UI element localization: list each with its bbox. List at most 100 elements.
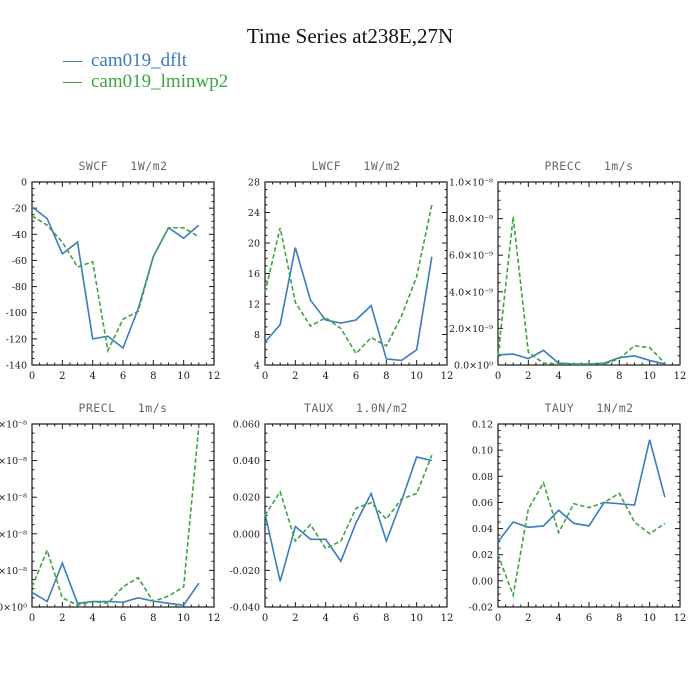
y-tick-label: 4 (254, 361, 260, 372)
x-tick-label: 12 (441, 371, 454, 382)
y-tick-label: 4.0×10⁻⁸ (0, 456, 27, 467)
x-tick-label: 2 (59, 371, 65, 382)
series-line-cam019_dflt (264, 247, 433, 362)
y-tick-label: -120 (6, 334, 27, 345)
y-tick-label: 0.0×10⁰ (0, 603, 27, 614)
x-tick-label: 2 (525, 613, 531, 624)
y-tick-label: 5.0×10⁻⁸ (0, 420, 27, 431)
x-tick-label: 4 (89, 613, 95, 624)
y-tick-label: 2.0×10⁻⁹ (449, 324, 493, 335)
x-tick-label: 6 (120, 613, 126, 624)
x-tick-label: 2 (292, 371, 298, 382)
tick-marks (264, 181, 448, 366)
chart-title-tauy: TAUY 1N/m2 (544, 401, 633, 415)
legend-item-cam019-dflt: — cam019_dflt (63, 50, 228, 71)
series-line-cam019_dflt (497, 349, 666, 365)
chart-svg-precl: PRECL 1m/s 0 2 4 6 8 10 12 5.0×10⁻⁸ 4.0×10⁻⁸ 3.0×1… (0, 401, 220, 624)
x-tick-label: 8 (150, 613, 156, 624)
page-title: Time Series at238E,27N (246, 24, 454, 48)
y-tick-label: 0.020 (233, 493, 260, 504)
legend-item-cam019-lminwp2: — cam019_lminwp2 (63, 71, 228, 92)
y-tick-label: 12 (248, 300, 260, 311)
series-line-cam019_lminwp2 (31, 215, 200, 354)
series-line-cam019_dflt (31, 206, 200, 350)
y-tick-label: 0.060 (233, 420, 260, 431)
series-line-cam019_dflt (264, 455, 433, 582)
x-tick-label: 12 (208, 371, 221, 382)
y-tick-label: 0.10 (472, 446, 493, 457)
series-line-cam019_lminwp2 (264, 454, 433, 550)
tick-marks (497, 423, 681, 608)
x-tick-label: 2 (59, 613, 65, 624)
y-tick-label: 0.00 (472, 576, 493, 587)
y-tick-label: -100 (6, 308, 27, 319)
series-line-cam019_dflt (497, 439, 666, 543)
series-line-cam019_lminwp2 (264, 204, 433, 355)
legend-label-series2: cam019_lminwp2 (91, 71, 229, 92)
series-line-cam019_lminwp2 (497, 480, 666, 599)
x-tick-label: 6 (353, 371, 359, 382)
y-tick-label: 24 (248, 208, 260, 219)
x-tick-label: 0 (495, 613, 501, 624)
x-tick-label: 6 (120, 371, 126, 382)
y-tick-label: 1.0×10⁻⁸ (449, 178, 493, 189)
x-tick-label: 10 (410, 371, 423, 382)
x-tick-label: 6 (353, 613, 359, 624)
x-tick-label: 8 (616, 371, 622, 382)
axis-box (31, 423, 215, 608)
legend: — cam019_dflt — cam019_lminwp2 (63, 50, 228, 92)
chart-title-precc: PRECC 1m/s (544, 159, 633, 173)
y-tick-label: 4.0×10⁻⁹ (449, 287, 493, 298)
subplot-precl: PRECL 1m/s 0 2 4 6 8 10 12 5.0×10⁻⁸ 4.0×10⁻⁸ 3.0×1… (0, 396, 234, 627)
x-tick-label: 10 (177, 371, 190, 382)
x-tick-label: 8 (383, 371, 389, 382)
y-tick-label: 0.12 (472, 420, 493, 431)
y-tick-label: 0.04 (472, 524, 493, 535)
y-tick-label: -140 (6, 361, 27, 372)
subplot-precc: PRECC 1m/s 0 2 4 6 8 10 12 1.0×10⁻⁸ 8.0×10⁻⁹ 6.0×1… (446, 154, 700, 385)
y-tick-label: 1.0×10⁻⁸ (0, 566, 27, 577)
series-line-cam019_dflt (31, 560, 200, 607)
y-tick-label: 8 (254, 330, 260, 341)
tick-marks (264, 423, 448, 608)
x-tick-label: 10 (177, 613, 190, 624)
x-tick-label: 10 (643, 371, 656, 382)
chart-svg-taux: TAUX 1.0N/m2 0 2 4 6 8 10 12 0.060 0.040 0.020 0.00… (230, 401, 454, 624)
y-tick-label: 0 (21, 178, 27, 189)
y-tick-label: 0.040 (233, 456, 260, 467)
y-tick-label: -60 (12, 256, 27, 267)
y-tick-label: 28 (248, 178, 260, 189)
y-tick-label: -40 (12, 230, 27, 241)
x-tick-label: 6 (586, 613, 592, 624)
y-tick-label: 0.02 (472, 550, 493, 561)
axis-box (264, 181, 448, 366)
y-tick-label: 20 (248, 239, 260, 250)
y-tick-label: 8.0×10⁻⁹ (449, 214, 493, 225)
x-tick-label: 2 (525, 371, 531, 382)
x-tick-label: 8 (616, 613, 622, 624)
series2-line-swatch: — (63, 71, 82, 92)
y-tick-label: -0.040 (230, 603, 260, 614)
x-tick-label: 4 (89, 371, 95, 382)
x-tick-label: 6 (586, 371, 592, 382)
x-tick-label: 12 (674, 613, 687, 624)
x-tick-label: 10 (410, 613, 423, 624)
y-tick-label: -0.020 (230, 566, 260, 577)
x-tick-label: 4 (555, 371, 561, 382)
x-tick-label: 4 (322, 371, 328, 382)
tick-marks (497, 181, 681, 366)
y-tick-label: -20 (12, 204, 27, 215)
axis-box (264, 423, 448, 608)
y-tick-label: 6.0×10⁻⁹ (449, 251, 493, 262)
x-tick-label: 10 (643, 613, 656, 624)
y-tick-label: 2.0×10⁻⁸ (0, 529, 27, 540)
chart-svg-precc: PRECC 1m/s 0 2 4 6 8 10 12 1.0×10⁻⁸ 8.0×10⁻⁹ 6.0×1… (449, 159, 686, 382)
x-tick-label: 0 (495, 371, 501, 382)
subplot-taux: TAUX 1.0N/m2 0 2 4 6 8 10 12 0.060 0.040 0.020 0.00… (213, 396, 467, 627)
y-tick-label: -0.02 (469, 603, 493, 614)
series-line-cam019_lminwp2 (497, 216, 666, 365)
y-tick-label: 16 (248, 269, 260, 280)
x-tick-label: 0 (29, 371, 35, 382)
